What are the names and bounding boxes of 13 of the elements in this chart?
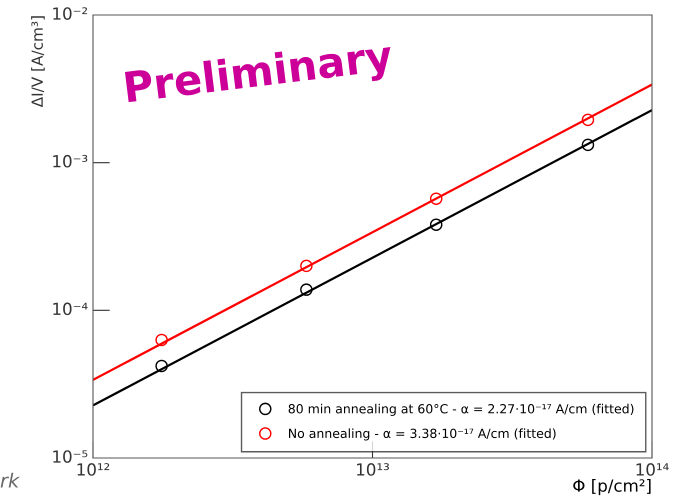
x-tick-label: 10¹³ xyxy=(357,463,389,476)
legend-label: No annealing - α = 3.38·10⁻¹⁷ A/cm (fitted) xyxy=(289,428,556,440)
y-tick-label: 10⁻² xyxy=(53,7,88,20)
y-axis-title: ΔI/V [A/cm³] xyxy=(31,16,45,108)
y-tick-label: 10⁻⁵ xyxy=(53,450,88,463)
x-axis-title: Φ [p/cm²] xyxy=(573,478,651,496)
annotation: Preliminary xyxy=(124,38,394,112)
y-tick-label: 10⁻³ xyxy=(53,154,88,168)
x-tick-label: 10¹⁴ xyxy=(636,463,669,476)
x-tick-label: 10¹² xyxy=(78,463,110,476)
legend-label: 80 min annealing at 60°C - α = 2.27·10⁻¹⁷ A/cm (fitted) xyxy=(288,404,634,416)
y-tick-label: 10⁻⁴ xyxy=(53,302,88,316)
text: rk xyxy=(0,472,20,488)
